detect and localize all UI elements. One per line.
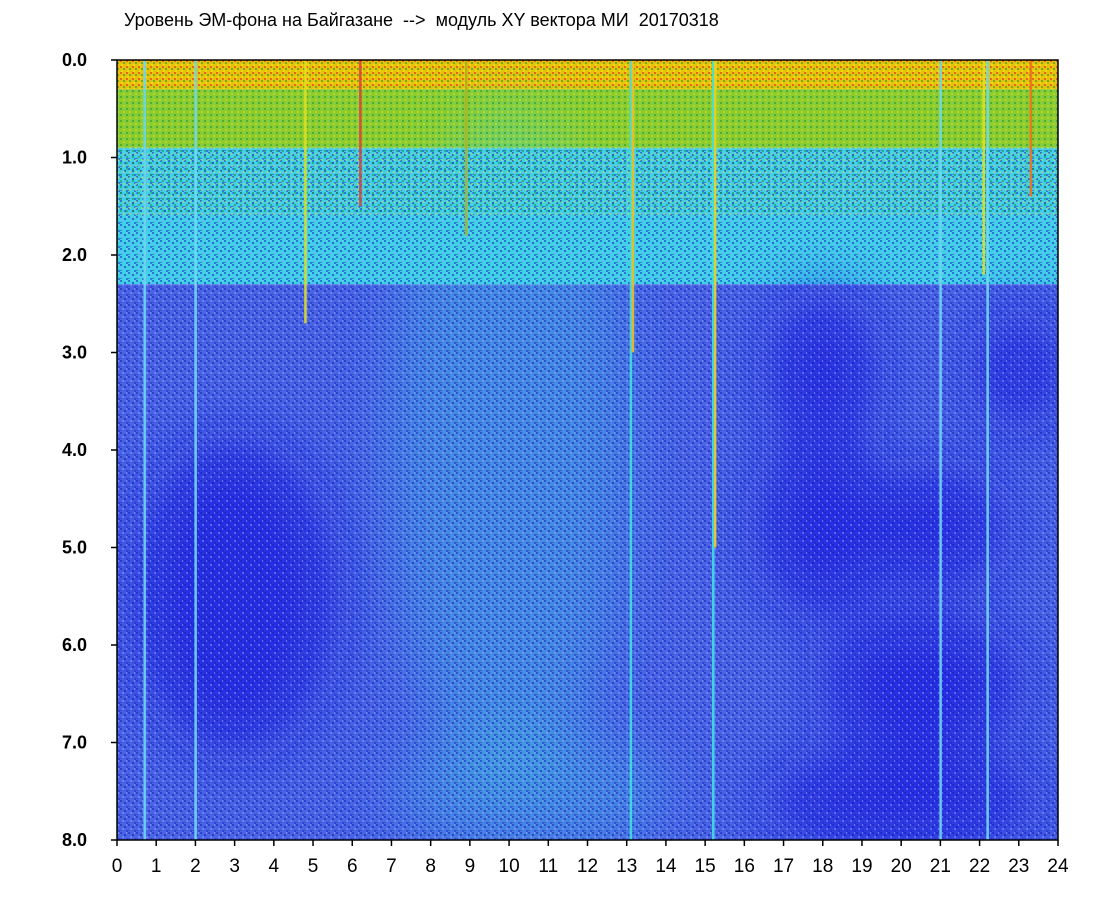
x-tick-label: 17 (773, 856, 794, 877)
x-tick-label: 5 (308, 856, 319, 877)
x-tick-label: 9 (465, 856, 476, 877)
y-tick-label: 1.0 (62, 148, 87, 168)
y-tick-label: 0.0 (62, 50, 87, 70)
x-tick-label: 2 (190, 856, 201, 877)
x-tick-label: 3 (229, 856, 240, 877)
y-tick-label: 5.0 (62, 538, 87, 558)
y-tick-label: 3.0 (62, 343, 87, 363)
x-tick-label: 4 (269, 856, 280, 877)
streak-10 (982, 60, 986, 275)
streak-12 (1029, 60, 1033, 197)
x-tick-label: 1 (151, 856, 162, 877)
y-tick-label: 2.0 (62, 245, 87, 265)
x-tick-label: 22 (969, 856, 990, 877)
x-tick-label: 15 (695, 856, 716, 877)
x-tick-label: 20 (891, 856, 912, 877)
x-tick-label: 0 (112, 856, 123, 877)
x-axis: 0 1 2 3 4 5 6 7 8 9 10 11 12 13 14 15 16 17 18 19 20 21 22 23 24 (112, 840, 1069, 877)
x-tick-label: 19 (851, 856, 872, 877)
streak-1 (194, 60, 197, 840)
chart-title: Уровень ЭМ-фона на Байгазане --> модуль … (124, 10, 719, 30)
x-tick-label: 13 (616, 856, 637, 877)
vertical-streaks (143, 60, 1033, 840)
x-tick-label: 10 (499, 856, 520, 877)
streak-11 (986, 60, 989, 840)
x-tick-label: 23 (1008, 856, 1029, 877)
transition-noise-texture (117, 89, 1058, 216)
y-tick-label: 8.0 (62, 830, 87, 850)
streak-9 (939, 60, 942, 840)
streak-3 (359, 60, 362, 207)
y-axis: 0.0 1.0 2.0 3.0 4.0 5.0 6.0 7.0 8.0 (62, 50, 117, 850)
y-tick-label: 4.0 (62, 440, 87, 460)
streak-5 (629, 60, 633, 840)
y-tick-label: 7.0 (62, 733, 87, 753)
plot-area (117, 60, 1058, 840)
x-tick-label: 7 (386, 856, 397, 877)
streak-0 (143, 60, 146, 840)
surface-noise-texture (117, 60, 1058, 90)
streak-7 (711, 60, 715, 840)
streak-4 (464, 60, 468, 236)
streak-2 (304, 60, 307, 324)
x-tick-label: 12 (577, 856, 598, 877)
y-tick-label: 6.0 (62, 635, 87, 655)
noise-texture (117, 147, 1058, 840)
x-tick-label: 18 (812, 856, 833, 877)
x-tick-label: 24 (1047, 856, 1069, 877)
x-tick-label: 14 (655, 856, 677, 877)
x-tick-label: 6 (347, 856, 358, 877)
x-tick-label: 16 (734, 856, 755, 877)
streak-8 (713, 60, 717, 548)
streak-6 (631, 60, 635, 353)
x-tick-label: 8 (425, 856, 436, 877)
x-tick-label: 11 (538, 856, 558, 877)
x-tick-label: 21 (930, 856, 951, 877)
